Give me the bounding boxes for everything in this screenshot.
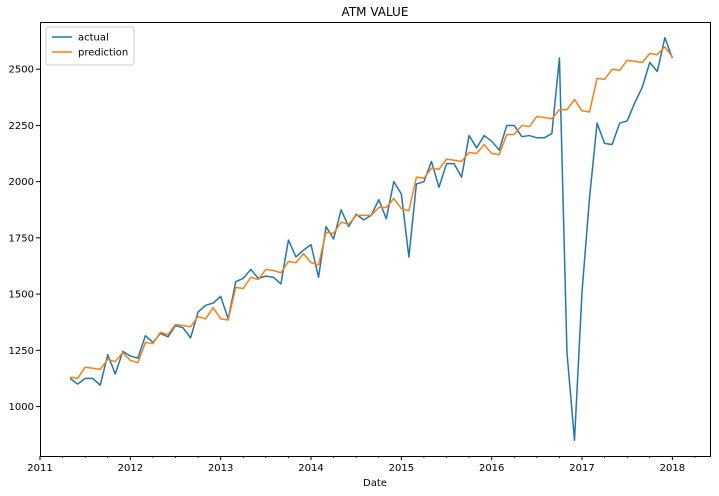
y-tick-label: 2250	[9, 121, 34, 132]
legend-label-prediction: prediction	[78, 48, 128, 59]
series-layer	[69, 36, 674, 442]
tick-layer: 1000 1250 1500 1750 2000 2250 2500 2011 2012 2013…	[9, 65, 696, 474]
x-tick-label: 2018	[660, 463, 685, 474]
x-tick-label: 2015	[389, 463, 414, 474]
x-tick-label: 2016	[479, 463, 504, 474]
y-tick-label: 2500	[9, 65, 34, 76]
x-tick-label: 2013	[208, 463, 233, 474]
x-tick-label: 2011	[27, 463, 52, 474]
y-tick-label: 1000	[9, 402, 34, 413]
legend: actual prediction	[45, 26, 135, 66]
y-tick-label: 1500	[9, 290, 34, 301]
y-tick-label: 2000	[9, 177, 34, 188]
chart-title: ATM VALUE	[342, 5, 409, 19]
x-tick-label: 2017	[569, 463, 594, 474]
series-line-prediction	[69, 45, 673, 380]
x-tick-label: 2012	[118, 463, 143, 474]
y-tick-label: 1250	[9, 346, 34, 357]
x-tick-label: 2014	[298, 463, 323, 474]
x-axis-label: Date	[363, 478, 387, 489]
plot-frame	[40, 22, 711, 457]
series-line-actual	[69, 36, 674, 442]
legend-label-actual: actual	[78, 33, 109, 44]
y-tick-label: 1750	[9, 233, 34, 244]
